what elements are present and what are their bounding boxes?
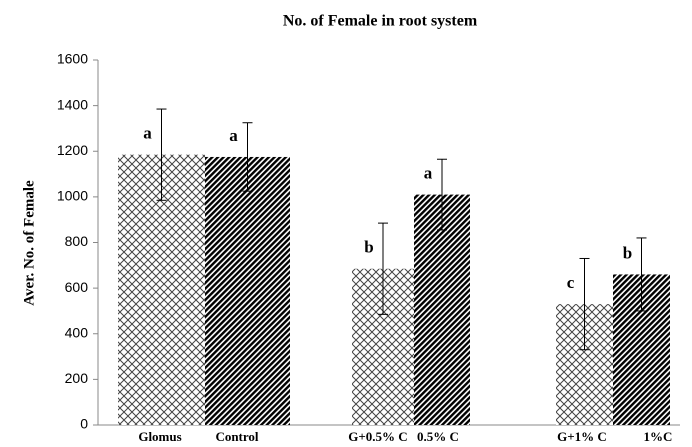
bar <box>205 156 290 425</box>
x-tick-label: Glomus <box>138 429 181 444</box>
x-tick-label: 0.5% C <box>417 429 459 444</box>
x-tick-label: Control <box>215 429 258 444</box>
x-tick-label: G+1% C <box>557 429 607 444</box>
significance-letter: a <box>424 164 433 183</box>
x-tick-label: G+0.5% C <box>348 429 407 444</box>
significance-letter: c <box>567 273 575 292</box>
y-tick-label: 800 <box>65 233 89 249</box>
chart-title: No. of Female in root system <box>283 13 478 30</box>
y-tick-label: 1200 <box>57 142 88 158</box>
y-tick-label: 400 <box>65 324 89 340</box>
y-tick-label: 600 <box>65 279 89 295</box>
y-tick-label: 0 <box>80 416 88 432</box>
y-tick-label: 1000 <box>57 188 88 204</box>
y-tick-label: 200 <box>65 370 89 386</box>
significance-letter: a <box>229 126 238 145</box>
y-tick-label: 1400 <box>57 96 88 112</box>
significance-letter: a <box>143 124 152 143</box>
significance-letter: b <box>364 238 373 257</box>
x-tick-label: 1%C <box>644 429 673 444</box>
y-axis-label: Aver. No. of Female <box>21 180 37 306</box>
y-tick-label: 1600 <box>57 51 88 67</box>
bar <box>414 194 470 425</box>
significance-letter: b <box>623 243 632 262</box>
